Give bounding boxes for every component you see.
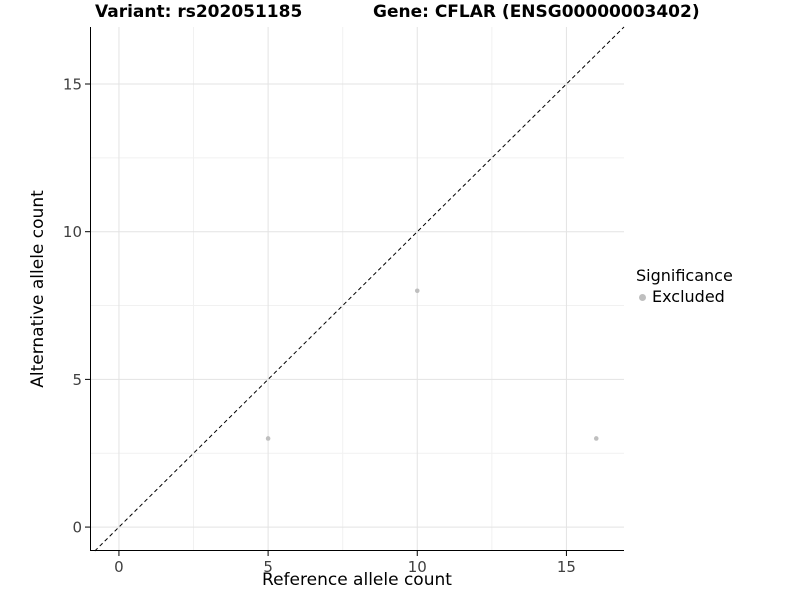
y-tick-label: 5 [72, 371, 82, 389]
y-tick-label: 15 [63, 76, 82, 94]
y-tick-label: 10 [63, 223, 82, 241]
plot-panel: 0 5 10 15 0 5 10 15 [63, 26, 625, 576]
variant-title: Variant: rs202051185 [95, 2, 303, 22]
x-tick-label: 0 [114, 558, 124, 576]
y-axis-title: Alternative allele count [28, 190, 48, 388]
y-tick-label: 0 [72, 519, 82, 537]
x-tick-label: 10 [408, 558, 427, 576]
identity-line [94, 26, 625, 552]
legend-items: Excluded [636, 288, 733, 306]
data-point [593, 436, 599, 441]
x-tick-label: 15 [557, 558, 576, 576]
x-tick-label: 5 [263, 558, 273, 576]
data-point [414, 288, 420, 294]
x-axis-title: Reference allele count [262, 570, 452, 590]
data-point [265, 436, 271, 441]
gene-title: Gene: CFLAR (ENSG00000003402) [373, 2, 700, 22]
legend-title: Significance [636, 266, 733, 285]
legend-point-icon [639, 293, 646, 301]
legend-item-label: Excluded [652, 287, 725, 306]
legend: Significance Excluded [636, 266, 733, 306]
legend-item: Excluded [639, 288, 733, 306]
